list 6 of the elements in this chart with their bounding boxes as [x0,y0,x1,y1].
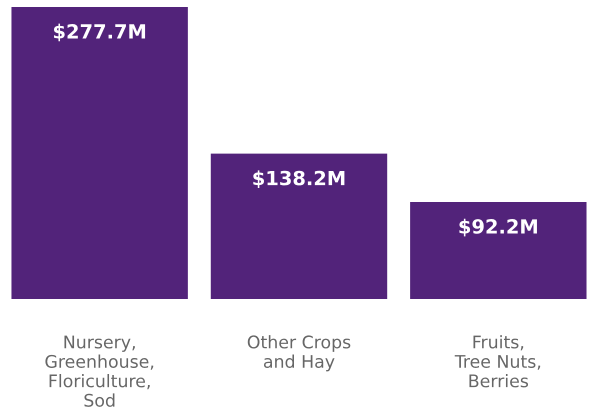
data-label: $92.2M [459,218,537,236]
data-label: $277.7M [54,24,146,42]
x-tick-label: Nursery, Greenhouse, Floriculture, Sod [45,336,154,407]
x-tick-label: Fruits, Tree Nuts, Berries [454,335,540,388]
data-label: $138.2M [253,170,344,188]
x-tick-label: Other Crops and Hay [248,335,350,372]
